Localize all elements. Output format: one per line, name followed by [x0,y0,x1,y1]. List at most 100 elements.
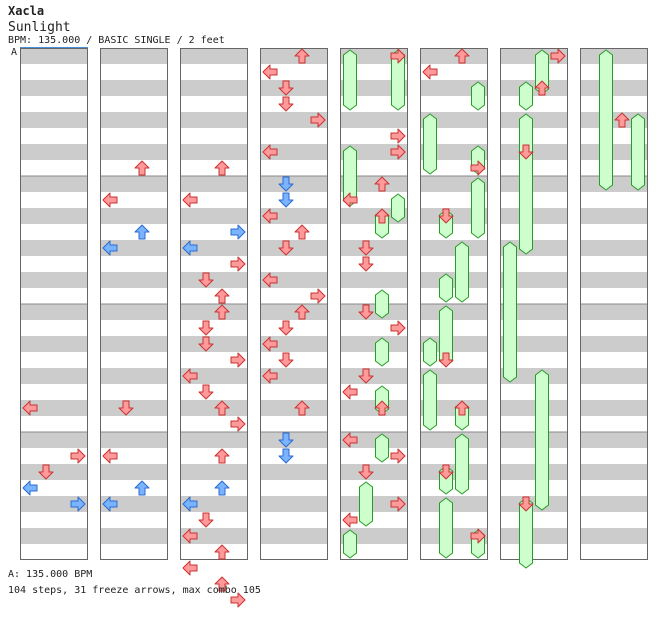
beat-stripe [100,496,168,512]
step-arrow-left [182,240,198,256]
chart-column-border [580,48,648,560]
beat-stripe [100,80,168,96]
freeze-arrow [423,113,437,175]
beat-stripe [340,304,408,320]
beat-stripe [180,464,248,480]
beat-stripe [420,48,488,64]
beat-stripe [500,464,568,480]
step-arrow-left [182,528,198,544]
beat-stripe [340,464,408,480]
step-arrow-down [358,240,374,256]
step-arrow-right [70,448,86,464]
beat-stripe [100,368,168,384]
step-arrow-down [518,496,534,512]
beat-stripe [260,80,328,96]
beat-stripe [100,144,168,160]
beat-stripe [500,400,568,416]
beat-stripe [340,336,408,352]
step-arrow-up [374,176,390,192]
beat-stripe [180,240,248,256]
beat-stripe [500,112,568,128]
step-arrow-right [470,160,486,176]
step-arrow-left [262,64,278,80]
step-arrow-left [182,192,198,208]
step-arrow-right [390,496,406,512]
beat-stripe [340,240,408,256]
freeze-arrow [535,369,549,511]
section-marker: A [11,47,18,58]
freeze-arrow [439,273,453,303]
beat-stripe [340,272,408,288]
step-arrow-left [342,432,358,448]
beat-stripe [180,496,248,512]
step-arrow-left [22,480,38,496]
bpm-summary: A: 135.000 BPM [8,569,93,580]
step-arrow-left [262,368,278,384]
step-arrow-down [198,336,214,352]
beat-stripe [20,400,88,416]
step-arrow-up [214,448,230,464]
step-arrow-down [278,448,294,464]
beat-stripe [340,432,408,448]
step-arrow-left [102,240,118,256]
beat-stripe [260,464,328,480]
step-arrow-right [550,48,566,64]
beat-stripe [580,528,648,544]
beat-stripe [260,528,328,544]
step-arrow-up [294,224,310,240]
step-arrow-down [358,368,374,384]
beat-stripe [180,432,248,448]
freeze-arrow [375,337,389,367]
step-arrow-right [230,256,246,272]
beat-stripe [500,528,568,544]
step-arrow-up [454,48,470,64]
beat-stripe [180,176,248,192]
chart-column-border [340,48,408,560]
step-arrow-up [294,304,310,320]
step-arrow-left [182,496,198,512]
beat-stripe [180,304,248,320]
beat-stripe [100,528,168,544]
beat-stripe [580,208,648,224]
step-arrow-down [278,320,294,336]
chart-column-border [180,48,248,560]
beat-stripe [500,176,568,192]
step-arrow-left [342,512,358,528]
beat-stripe [180,400,248,416]
freeze-arrow [423,337,437,367]
beat-stripe [500,48,568,64]
beat-stripe [340,496,408,512]
beat-stripe [340,368,408,384]
step-arrow-right [230,592,246,608]
step-arrow-down [278,352,294,368]
step-arrow-down [278,80,294,96]
beat-stripe [100,176,168,192]
step-arrow-up [134,480,150,496]
beat-stripe [180,80,248,96]
beat-stripe [580,272,648,288]
beat-stripe [20,496,88,512]
beat-stripe [180,208,248,224]
step-arrow-down [278,240,294,256]
beat-stripe [100,304,168,320]
freeze-arrow [343,49,357,111]
step-arrow-down [38,464,54,480]
beat-stripe [20,112,88,128]
beat-stripe [20,208,88,224]
step-arrow-down [358,304,374,320]
step-arrow-up [454,400,470,416]
step-arrow-right [390,128,406,144]
beat-stripe [100,272,168,288]
beat-stripe [100,208,168,224]
step-arrow-up [214,400,230,416]
freeze-arrow [535,49,549,95]
step-arrow-down [518,144,534,160]
step-arrow-up [614,112,630,128]
beat-stripe [260,272,328,288]
beat-stripe [260,496,328,512]
beat-stripe [20,48,88,64]
freeze-arrow [375,433,389,463]
step-arrow-down [118,400,134,416]
freeze-arrow [519,113,533,255]
